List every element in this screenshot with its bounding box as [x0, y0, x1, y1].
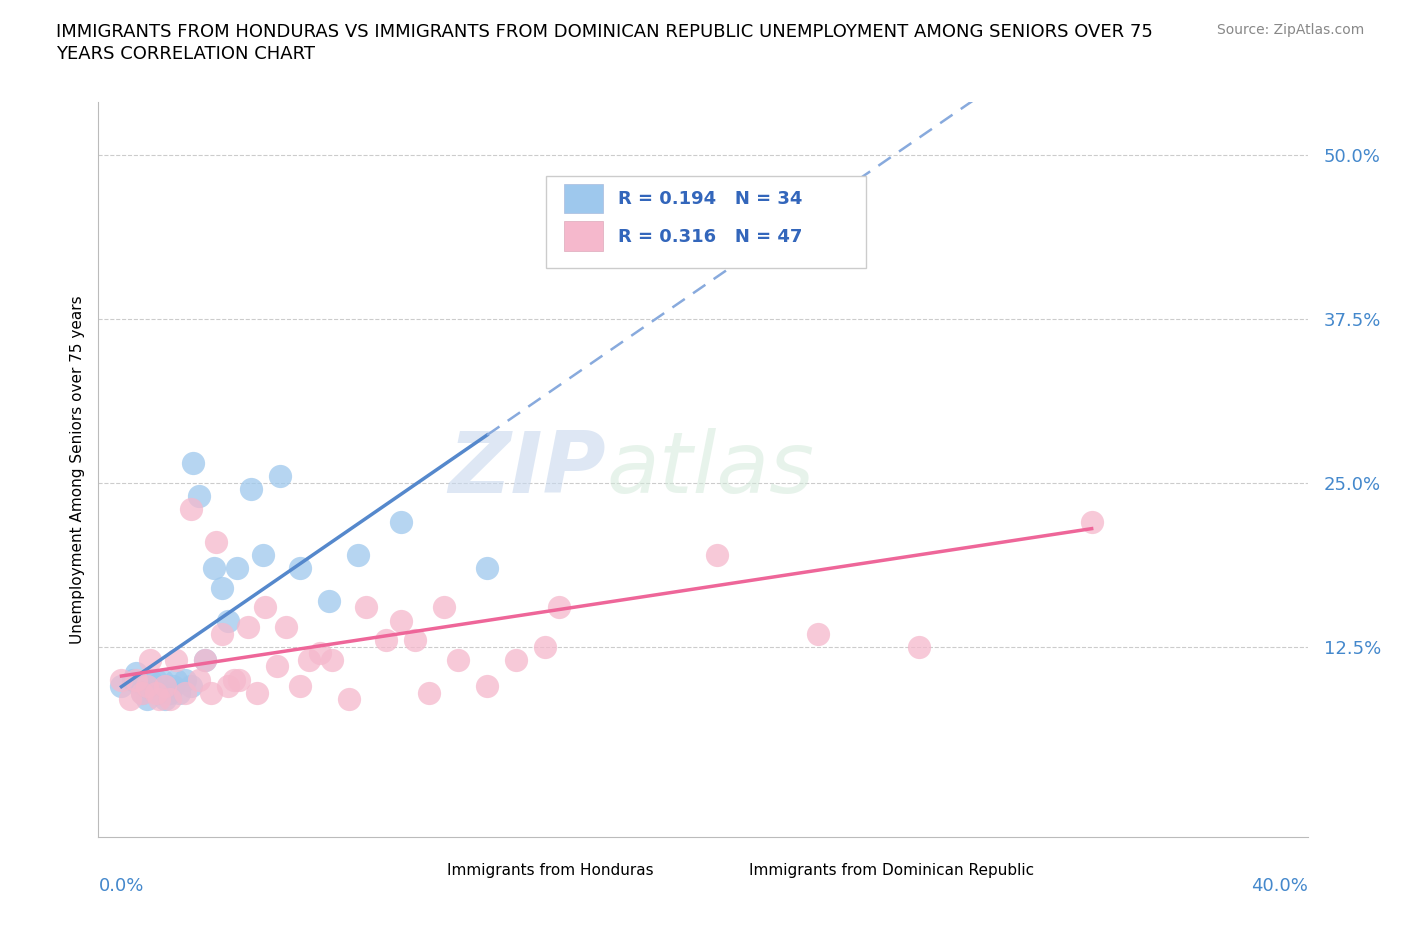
Text: IMMIGRANTS FROM HONDURAS VS IMMIGRANTS FROM DOMINICAN REPUBLIC UNEMPLOYMENT AMON: IMMIGRANTS FROM HONDURAS VS IMMIGRANTS F… — [56, 23, 1153, 41]
Point — [188, 488, 211, 503]
Text: Immigrants from Dominican Republic: Immigrants from Dominican Republic — [749, 863, 1033, 878]
Point — [807, 626, 830, 641]
Point — [475, 561, 498, 576]
Point — [205, 535, 228, 550]
Point — [418, 685, 440, 700]
Point — [131, 685, 153, 700]
Point — [389, 514, 412, 529]
Point — [211, 626, 233, 641]
Point — [125, 672, 148, 687]
Point — [266, 659, 288, 674]
Point — [165, 653, 187, 668]
Text: ZIP: ZIP — [449, 428, 606, 512]
Point — [269, 469, 291, 484]
Point — [188, 672, 211, 687]
Point — [246, 685, 269, 700]
Point — [664, 246, 686, 260]
Point — [297, 653, 319, 668]
Point — [173, 672, 195, 687]
Point — [217, 679, 239, 694]
Point — [211, 580, 233, 595]
Point — [200, 685, 222, 700]
Point — [148, 685, 170, 700]
Point — [389, 613, 412, 628]
Text: 40.0%: 40.0% — [1251, 877, 1308, 896]
FancyBboxPatch shape — [564, 221, 603, 250]
Point — [139, 653, 162, 668]
Text: R = 0.316   N = 47: R = 0.316 N = 47 — [619, 228, 803, 246]
FancyBboxPatch shape — [411, 859, 441, 883]
Text: Source: ZipAtlas.com: Source: ZipAtlas.com — [1216, 23, 1364, 37]
Point — [346, 548, 368, 563]
Point — [110, 672, 132, 687]
Point — [202, 561, 225, 576]
Text: 0.0%: 0.0% — [98, 877, 143, 896]
Point — [180, 501, 202, 516]
Point — [318, 593, 340, 608]
Point — [375, 632, 398, 647]
Point — [354, 600, 377, 615]
Point — [150, 672, 173, 687]
Point — [548, 600, 571, 615]
Point — [228, 672, 250, 687]
Point — [165, 672, 187, 687]
Point — [288, 679, 311, 694]
FancyBboxPatch shape — [564, 184, 603, 213]
Point — [122, 672, 145, 687]
Point — [183, 456, 205, 471]
Point — [321, 653, 343, 668]
Point — [159, 692, 181, 707]
Point — [337, 692, 360, 707]
Point — [274, 619, 297, 634]
Point — [125, 666, 148, 681]
Point — [110, 679, 132, 694]
Point — [288, 561, 311, 576]
Point — [145, 672, 167, 687]
Point — [194, 653, 217, 668]
Point — [120, 692, 142, 707]
Point — [236, 619, 259, 634]
Point — [136, 692, 159, 707]
Point — [139, 672, 162, 687]
Text: YEARS CORRELATION CHART: YEARS CORRELATION CHART — [56, 45, 315, 62]
Point — [254, 600, 277, 615]
Point — [222, 672, 245, 687]
Point — [159, 685, 181, 700]
Text: R = 0.194   N = 34: R = 0.194 N = 34 — [619, 191, 803, 208]
Point — [533, 639, 555, 654]
Point — [145, 685, 167, 700]
Point — [134, 679, 156, 694]
Point — [404, 632, 426, 647]
FancyBboxPatch shape — [546, 176, 866, 268]
Point — [475, 679, 498, 694]
Point — [225, 561, 247, 576]
Point — [447, 653, 470, 668]
Point — [505, 653, 527, 668]
Point — [153, 679, 176, 694]
Point — [706, 548, 728, 563]
Point — [1080, 514, 1102, 529]
Point — [309, 646, 332, 661]
Point — [136, 679, 159, 694]
Point — [153, 692, 176, 707]
Text: atlas: atlas — [606, 428, 814, 512]
Point — [433, 600, 456, 615]
Point — [180, 679, 202, 694]
Point — [173, 685, 195, 700]
Point — [167, 685, 190, 700]
Point — [148, 692, 170, 707]
Point — [194, 653, 217, 668]
Point — [131, 685, 153, 700]
Point — [142, 679, 165, 694]
Point — [162, 679, 184, 694]
Point — [240, 482, 263, 497]
Point — [252, 548, 274, 563]
Point — [217, 613, 239, 628]
FancyBboxPatch shape — [713, 859, 744, 883]
Point — [908, 639, 931, 654]
Point — [591, 226, 613, 241]
Y-axis label: Unemployment Among Seniors over 75 years: Unemployment Among Seniors over 75 years — [69, 296, 84, 644]
Text: Immigrants from Honduras: Immigrants from Honduras — [447, 863, 654, 878]
